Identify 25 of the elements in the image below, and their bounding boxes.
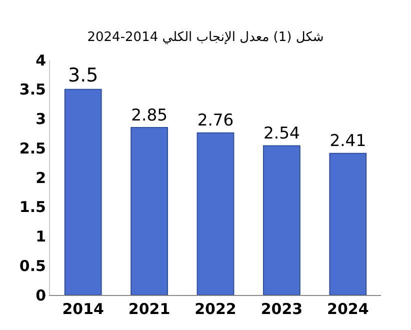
x-tick-label: 2022 [194,300,236,318]
y-tick-label: 2.5 [19,139,46,158]
x-tick-label: 2014 [62,300,104,318]
y-tick-label: 3.5 [19,80,46,99]
data-label: 2.76 [197,110,234,130]
bar [130,127,168,295]
x-tick-label: 2023 [260,300,303,318]
x-tick-label: 2021 [128,300,170,318]
y-tick-label: 1.5 [19,198,46,216]
y-tick-label: 3 [36,110,46,128]
bar [196,132,234,295]
bar [263,145,300,295]
data-label: 3.5 [68,64,98,86]
chart-title: شكل (1) معدل الإنجاب الكلي 2014-2024 [87,30,324,45]
y-tick-label: 2 [36,168,46,187]
y-tick-label: 0 [36,286,46,304]
y-tick-label: 4 [36,51,46,70]
data-label: 2.41 [330,131,366,150]
bar [329,152,367,295]
data-label: 2.85 [131,105,168,124]
x-tick-label: 2024 [327,300,369,318]
y-tick-label: 1 [36,228,46,246]
data-label: 2.54 [264,123,300,142]
bar [64,88,102,295]
y-tick-label: 0.5 [19,256,46,275]
